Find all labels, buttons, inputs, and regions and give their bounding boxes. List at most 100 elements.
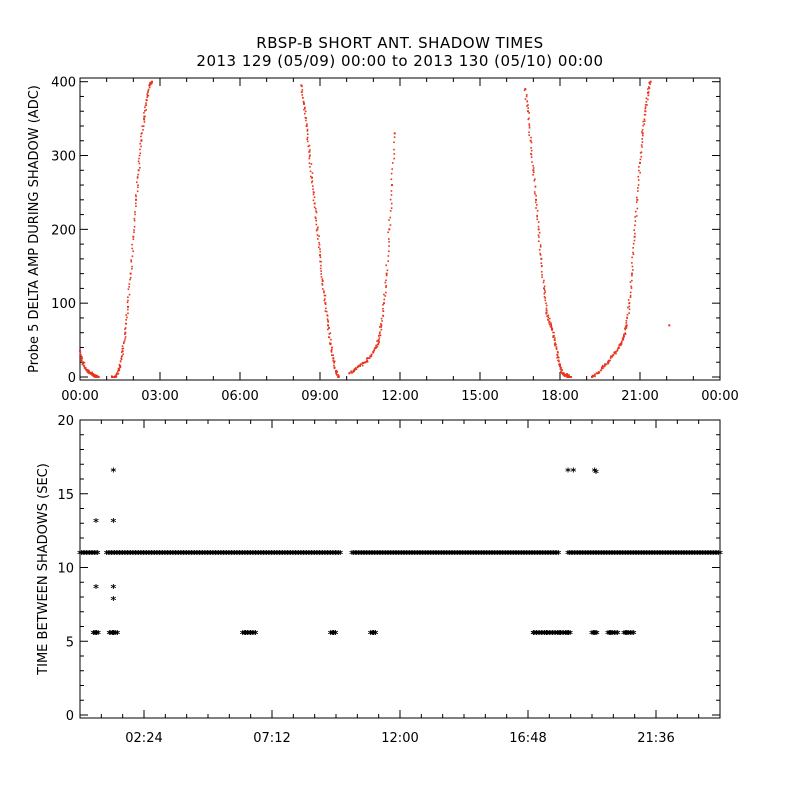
top-point bbox=[375, 344, 377, 347]
top-point bbox=[556, 350, 559, 353]
top-point bbox=[390, 207, 393, 209]
bottom-point: * bbox=[548, 628, 554, 641]
top-point bbox=[391, 184, 393, 187]
top-point bbox=[534, 193, 536, 195]
bottom-point: * bbox=[472, 548, 478, 561]
bottom-point: * bbox=[171, 548, 177, 561]
top-point bbox=[624, 328, 627, 331]
bottom-point: * bbox=[576, 548, 582, 561]
bottom-point: * bbox=[624, 548, 630, 561]
top-point bbox=[540, 262, 543, 265]
top-point bbox=[545, 312, 548, 315]
top-point bbox=[306, 128, 309, 131]
bottom-point: * bbox=[114, 628, 120, 641]
top-point bbox=[125, 314, 128, 316]
bottom-point: * bbox=[514, 548, 520, 561]
bottom-point: * bbox=[177, 548, 183, 561]
bottom-point: * bbox=[121, 548, 127, 561]
bottom-point: * bbox=[567, 548, 573, 561]
top-point bbox=[350, 370, 353, 373]
top-point bbox=[313, 206, 316, 208]
top-point bbox=[647, 98, 649, 101]
top-point bbox=[532, 174, 534, 176]
bottom-point: * bbox=[193, 548, 199, 561]
bottom-point: * bbox=[369, 628, 375, 641]
top-point bbox=[306, 133, 309, 135]
bottom-point: * bbox=[589, 548, 595, 561]
top-point bbox=[331, 346, 333, 349]
bottom-point: * bbox=[484, 548, 490, 561]
bottom-point: * bbox=[557, 628, 563, 641]
bottom-point: * bbox=[532, 628, 538, 641]
top-point bbox=[145, 102, 147, 104]
top-point bbox=[370, 355, 373, 357]
bottom-point: * bbox=[424, 548, 430, 561]
top-point bbox=[147, 88, 150, 91]
top-point bbox=[552, 336, 554, 339]
bottom-point: * bbox=[432, 548, 438, 561]
top-point bbox=[314, 216, 317, 219]
top-point bbox=[623, 333, 625, 336]
top-point bbox=[337, 374, 339, 376]
bottom-point: * bbox=[243, 628, 249, 641]
bottom-point: * bbox=[660, 548, 666, 561]
bottom-point: * bbox=[613, 548, 619, 561]
bottom-point: * bbox=[696, 548, 702, 561]
top-point bbox=[630, 285, 632, 288]
top-point bbox=[527, 110, 529, 113]
bottom-point: * bbox=[693, 548, 699, 561]
top-point bbox=[384, 295, 387, 297]
top-point bbox=[534, 178, 536, 180]
bottom-y-axis-label: TIME BETWEEN SHADOWS (SEC) bbox=[36, 463, 51, 676]
top-point bbox=[592, 374, 595, 377]
top-point bbox=[336, 374, 338, 376]
bottom-point: * bbox=[533, 548, 539, 561]
bottom-point: * bbox=[592, 548, 598, 561]
top-point bbox=[649, 80, 652, 83]
top-point bbox=[593, 374, 596, 376]
top-point bbox=[119, 360, 122, 362]
bottom-point: * bbox=[556, 628, 562, 641]
top-point bbox=[379, 334, 382, 337]
top-point bbox=[393, 141, 395, 144]
bottom-point: * bbox=[600, 548, 606, 561]
top-point bbox=[329, 343, 332, 346]
top-point bbox=[524, 98, 527, 100]
top-point bbox=[124, 333, 126, 336]
bottom-point: * bbox=[464, 548, 470, 561]
top-point bbox=[631, 279, 633, 282]
bottom-point: * bbox=[602, 548, 608, 561]
top-point bbox=[352, 371, 354, 373]
top-point bbox=[625, 327, 628, 329]
top-point bbox=[631, 272, 633, 275]
top-point bbox=[123, 340, 126, 342]
bottom-point: * bbox=[331, 548, 337, 561]
bottom-point: * bbox=[93, 582, 99, 595]
top-point bbox=[532, 169, 535, 172]
top-point bbox=[555, 346, 558, 348]
top-point bbox=[388, 245, 390, 247]
bottom-point: * bbox=[552, 548, 558, 561]
bottom-point: * bbox=[246, 548, 252, 561]
bottom-point: * bbox=[677, 548, 683, 561]
bottom-point: * bbox=[540, 628, 546, 641]
bottom-point: * bbox=[420, 548, 426, 561]
top-point bbox=[120, 351, 123, 353]
bottom-point: * bbox=[251, 548, 257, 561]
bottom-point: * bbox=[285, 548, 291, 561]
bottom-point: * bbox=[305, 548, 311, 561]
top-point bbox=[323, 290, 325, 292]
bottom-point: * bbox=[410, 548, 416, 561]
bottom-point: * bbox=[110, 594, 116, 607]
bottom-point: * bbox=[501, 548, 507, 561]
top-point bbox=[115, 373, 118, 376]
top-point bbox=[335, 371, 338, 373]
top-point bbox=[537, 225, 540, 228]
bottom-point: * bbox=[416, 548, 422, 561]
top-point bbox=[359, 364, 361, 367]
bottom-point: * bbox=[551, 628, 557, 641]
top-point bbox=[120, 357, 123, 360]
bottom-point: * bbox=[267, 548, 273, 561]
bottom-point: * bbox=[336, 548, 342, 561]
bottom-point: * bbox=[671, 548, 677, 561]
